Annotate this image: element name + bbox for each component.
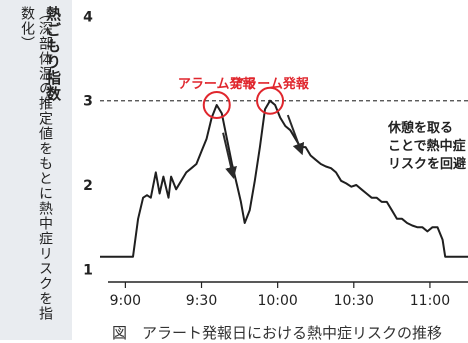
x-tick-label: 11:00 [410, 293, 450, 309]
x-tick-label: 9:30 [186, 293, 217, 309]
descent-arrow [222, 132, 237, 179]
x-tick-label: 9:00 [110, 293, 141, 309]
y-axis-label-sub: （深部体温の推定値をもとに熱中症リスクを指数化） [19, 6, 53, 321]
series-line [100, 99, 468, 258]
x-tick-label: 10:00 [257, 293, 297, 309]
annotation-line: ことで熱中症 [388, 138, 466, 154]
alert-circle [202, 90, 231, 119]
alert-circle [256, 86, 285, 115]
plot-area: 9:00 9:30 10:00 10:30 11:00 1 2 3 4 アラーム発報アラーム発報休… [83, 9, 468, 309]
y-tick-label: 2 [83, 178, 93, 194]
y-axis-label: 熱ごもり指数 （深部体温の推定値をもとに熱中症リスクを指数化） [4, 6, 68, 332]
y-axis-label-main: 熱ごもり指数 [44, 6, 62, 102]
chart-caption: 図 アラート発報日における熱中症リスクの推移 [112, 324, 443, 342]
annotation-line: 休憩を取る [387, 120, 453, 136]
x-tick-label: 10:30 [334, 293, 374, 309]
y-tick-label: 3 [83, 94, 93, 110]
annotation-line: リスクを回避 [388, 156, 466, 172]
y-tick-label: 1 [83, 262, 93, 278]
y-axis-label-panel: 熱ごもり指数 （深部体温の推定値をもとに熱中症リスクを指数化） [0, 0, 72, 340]
descent-arrow [286, 114, 305, 156]
alert-label: アラーム発報 [231, 76, 310, 92]
y-tick-label: 4 [83, 9, 93, 25]
alert-label: アラーム発報 [178, 76, 257, 92]
